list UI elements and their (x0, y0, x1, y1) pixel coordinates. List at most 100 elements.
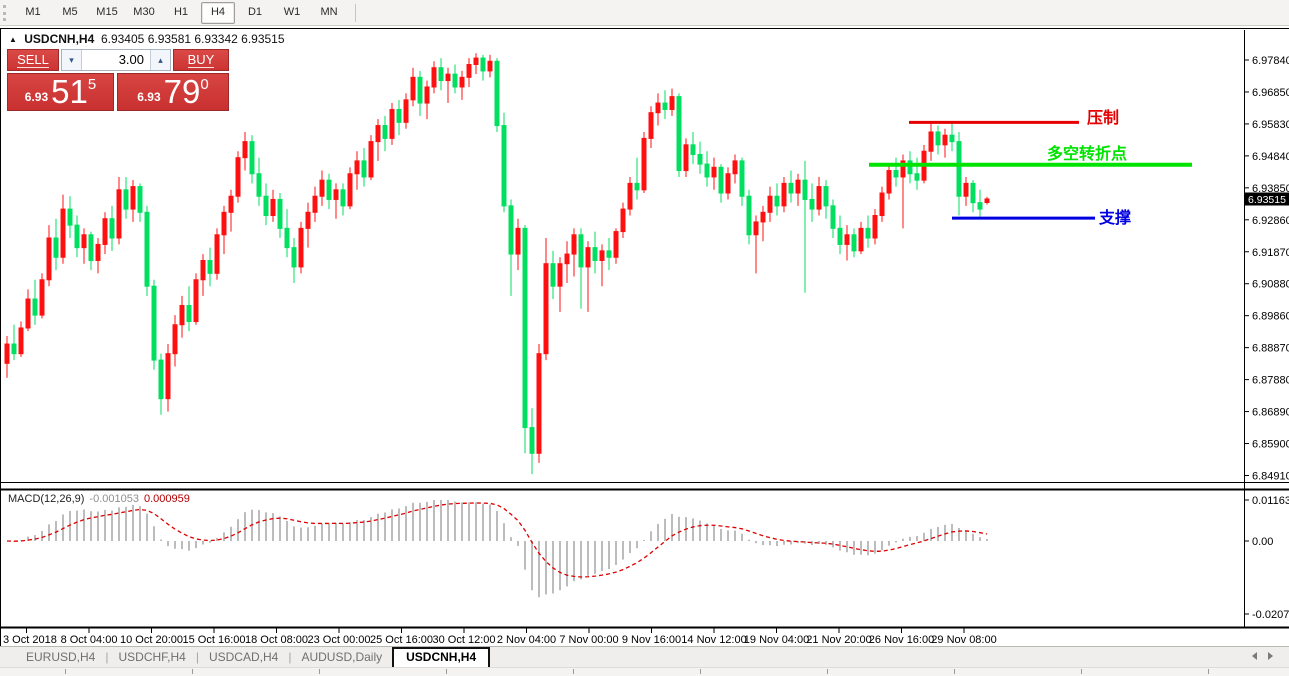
time-axis-label: 29 Nov 08:00 (931, 634, 996, 646)
buy-price-panel[interactable]: 6.93 79 0 (117, 73, 229, 111)
tabbar-bottom-strip (0, 667, 1289, 676)
buy-button[interactable]: BUY (173, 49, 229, 71)
candle-body (879, 192, 885, 217)
candle-body (88, 234, 94, 261)
time-axis-label: 10 Oct 20:00 (120, 634, 183, 646)
candle-body (774, 195, 780, 207)
candle-body (620, 208, 626, 233)
time-axis-label: 15 Oct 16:00 (183, 634, 246, 646)
buy-price-base: 6.93 (137, 90, 161, 104)
candle-body (228, 195, 234, 213)
candle-body (858, 227, 864, 252)
time-axis-label: 25 Oct 16:00 (370, 634, 433, 646)
chart-tab-usdcad-h4[interactable]: USDCAD,H4 (208, 650, 279, 664)
chart-canvas[interactable]: 6.97840 6.96850 6.95830 6.94840 6.93850 6.928… (1, 29, 1289, 647)
candle-body (564, 253, 570, 265)
candle-body (592, 247, 598, 261)
time-axis-label: 19 Nov 04:00 (744, 634, 809, 646)
candle-body (515, 227, 521, 255)
time-axis-label: 23 Oct 00:00 (308, 634, 371, 646)
candle-body (802, 179, 808, 200)
strip-tick (827, 669, 828, 674)
price-axis-label: 6.97840 (1252, 55, 1289, 67)
candle-body (914, 173, 920, 181)
volume-input[interactable]: 3.00 (82, 50, 150, 70)
candle-body (788, 182, 794, 194)
candle-body (263, 195, 269, 217)
sell-price-panel[interactable]: 6.93 51 5 (7, 73, 114, 111)
candle-body (886, 170, 892, 194)
timeframe-button-h1[interactable]: H1 (173, 5, 189, 18)
chart-tab-usdchf-h4[interactable]: USDCHF,H4 (118, 650, 186, 664)
candle-body (949, 134, 955, 143)
candle-body (39, 279, 45, 316)
candle-body (690, 144, 696, 155)
candle-body (186, 304, 192, 323)
candle-body (900, 160, 906, 178)
candle-body (32, 298, 38, 316)
candle-body (207, 259, 213, 274)
sell-price-sup: 5 (87, 76, 97, 93)
chart-tab-eurusd-h4[interactable]: EURUSD,H4 (26, 650, 96, 664)
candle-body (375, 125, 381, 143)
timeframe-button-m1[interactable]: M1 (25, 5, 41, 18)
price-axis-label: 6.93850 (1252, 183, 1289, 195)
price-axis-label: 6.90880 (1252, 279, 1289, 291)
candle-body (655, 102, 661, 114)
macd-signal-line (6, 502, 988, 578)
timeframe-button-m30[interactable]: M30 (133, 5, 155, 18)
price-axis-label: 6.88870 (1252, 343, 1289, 355)
candle-body (410, 76, 416, 101)
toolbar-grip-icon[interactable] (3, 4, 9, 21)
candle-body (424, 86, 430, 104)
collapse-triangle-icon[interactable]: ▲ (9, 35, 17, 44)
candle-body (557, 263, 563, 287)
strip-tick (65, 669, 66, 674)
candle-body (172, 324, 178, 355)
candle-body (270, 198, 276, 217)
volume-decrease-button[interactable]: ▾ (62, 50, 82, 70)
current-price-label: 6.93515 (1248, 194, 1286, 206)
candle-body (277, 198, 283, 229)
candle-body (417, 76, 423, 104)
candle-body (438, 67, 444, 82)
candle-body (46, 237, 52, 281)
timeframe-button-h4[interactable]: H4 (201, 1, 235, 24)
price-axis-label: 6.91870 (1252, 247, 1289, 259)
timeframe-button-mn[interactable]: MN (320, 5, 338, 18)
annotation-label[interactable]: 压制 (1087, 109, 1119, 127)
candle-body (319, 179, 325, 197)
candle-body (109, 218, 115, 239)
timeframe-button-w1[interactable]: W1 (283, 5, 301, 18)
chart-tab-audusd-daily[interactable]: AUDUSD,Daily (301, 650, 383, 664)
candle-body (823, 186, 829, 207)
candle-body (669, 96, 675, 110)
sell-button[interactable]: SELL (7, 49, 59, 71)
chart-tab-usdcnh-h4[interactable]: USDCNH,H4 (392, 647, 491, 668)
time-axis-label: 7 Nov 00:00 (559, 634, 618, 646)
volume-increase-button[interactable]: ▴ (150, 50, 170, 70)
candle-body (445, 73, 451, 82)
timeframe-button-m5[interactable]: M5 (62, 5, 78, 18)
macd-name: MACD(12,26,9) (8, 493, 85, 505)
strip-tick (446, 669, 447, 674)
timeframe-button-d1[interactable]: D1 (247, 5, 263, 18)
candle-body (333, 189, 339, 200)
candle-body (361, 160, 367, 178)
annotation-label[interactable]: 多空转折点 (1047, 144, 1127, 163)
candle-body (326, 179, 332, 200)
tab-scroll-right-icon[interactable] (1268, 652, 1273, 660)
price-axis-label: 6.84910 (1252, 470, 1289, 482)
time-axis-label: 26 Nov 16:00 (869, 634, 934, 646)
candle-body (501, 125, 507, 207)
time-axis-label: 30 Oct 12:00 (433, 634, 496, 646)
annotation-label[interactable]: 支撑 (1098, 208, 1131, 227)
tab-scroll-left-icon[interactable] (1252, 652, 1257, 660)
one-click-trading-widget: SELL ▾ 3.00 ▴ BUY 6.93 51 5 6.93 79 0 (7, 49, 229, 111)
time-axis-label: 3 Oct 2018 (3, 634, 57, 646)
tab-separator: | (288, 650, 292, 664)
pane-separator[interactable] (1, 488, 1289, 491)
candle-body (837, 227, 843, 245)
timeframe-button-m15[interactable]: M15 (96, 5, 118, 18)
